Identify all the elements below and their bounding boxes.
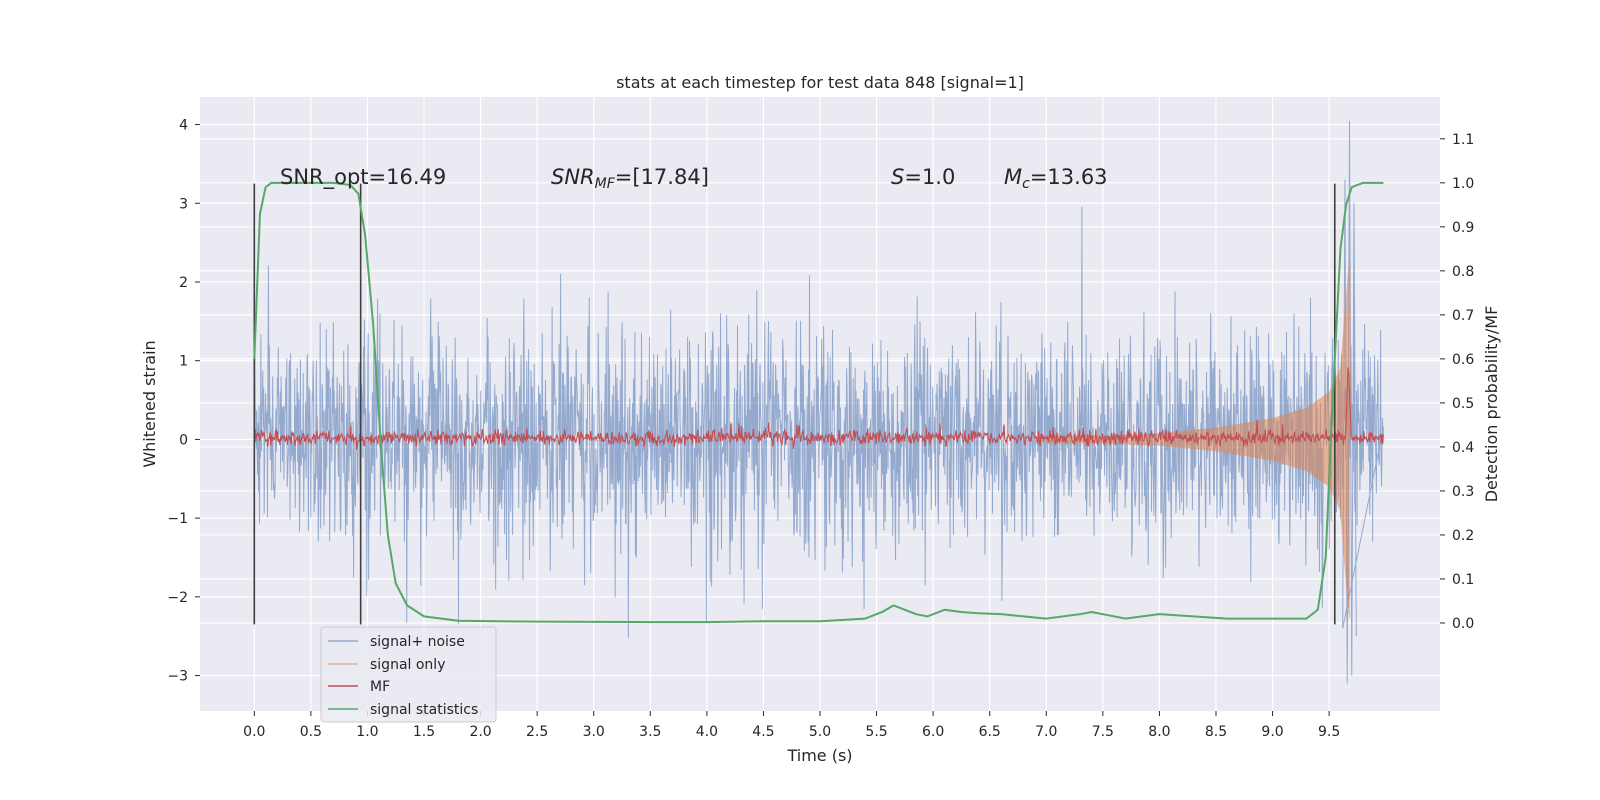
y-right-tick-label: 1.1 xyxy=(1452,132,1474,148)
x-tick-label: 8.5 xyxy=(1205,724,1227,740)
x-tick-label: 8.0 xyxy=(1148,724,1170,740)
x-tick-label: 7.0 xyxy=(1035,724,1057,740)
x-tick-label: 5.0 xyxy=(809,724,831,740)
x-tick-label: 2.0 xyxy=(469,724,491,740)
x-tick-label: 1.5 xyxy=(413,724,435,740)
y-left-tick-label: 0 xyxy=(179,432,188,448)
y-left-tick-label: −1 xyxy=(167,511,188,527)
x-tick-label: 6.0 xyxy=(922,724,944,740)
y-right-tick-label: 0.4 xyxy=(1452,440,1474,456)
y-axis-left-label: Whitened strain xyxy=(140,340,159,467)
x-tick-label: 7.5 xyxy=(1092,724,1114,740)
y-right-tick-label: 1.0 xyxy=(1452,176,1474,192)
data-layer xyxy=(253,120,1384,684)
y-left-tick-label: −2 xyxy=(167,590,188,606)
x-tick-label: 5.5 xyxy=(865,724,887,740)
legend: signal+ noise signal only MF signal stat… xyxy=(320,626,497,723)
y-right-tick-label: 0.3 xyxy=(1452,484,1474,500)
annotation-s-var: S xyxy=(891,165,904,189)
annotation-snr-mf: SNRMF=[17.84] xyxy=(551,165,709,192)
y-right-tick-label: 0.9 xyxy=(1452,220,1474,236)
x-tick-label: 4.5 xyxy=(752,724,774,740)
annotation-mc: Mc=13.63 xyxy=(1004,165,1108,192)
annotation-s-value: =1.0 xyxy=(904,165,955,189)
series-mf-line xyxy=(253,367,1384,450)
y-right-tick-label: 0.0 xyxy=(1452,616,1474,632)
x-axis-label: Time (s) xyxy=(786,746,852,765)
annotation-mc-value: =13.63 xyxy=(1030,165,1108,189)
x-tick-label: 3.0 xyxy=(583,724,605,740)
x-tick-label: 4.0 xyxy=(696,724,718,740)
y-left-tick-label: 3 xyxy=(179,196,188,212)
y-left-tick-label: 2 xyxy=(179,275,188,291)
legend-label-signal-only: signal only xyxy=(370,657,445,673)
annotation-snr-opt: SNR_opt=16.49 xyxy=(280,165,446,190)
y-right-tick-label: 0.2 xyxy=(1452,528,1474,544)
y-right-tick-label: 0.1 xyxy=(1452,572,1474,588)
chart-title: stats at each timestep for test data 848… xyxy=(616,73,1024,92)
y-left-tick-label: 4 xyxy=(179,118,188,134)
y-left-tick-label: 1 xyxy=(179,354,188,370)
legend-label-signal-statistics: signal statistics xyxy=(370,702,478,718)
x-tick-label: 0.5 xyxy=(300,724,322,740)
legend-frame xyxy=(320,626,497,723)
annotation-s: S=1.0 xyxy=(891,165,955,189)
y-right-tick-label: 0.8 xyxy=(1452,264,1474,280)
legend-label-signal-noise: signal+ noise xyxy=(370,634,465,650)
x-tick-label: 9.5 xyxy=(1318,724,1340,740)
y-right-tick-label: 0.6 xyxy=(1452,352,1474,368)
y-right-tick-label: 0.5 xyxy=(1452,396,1474,412)
axes: 0.0 0.5 1.0 1.5 2.0 2.5 3.0 3.5 4.0 4.5 5.0 5.5 6.0 6… xyxy=(167,118,1474,740)
y-right-tick-label: 0.7 xyxy=(1452,308,1474,324)
x-tick-label: 9.0 xyxy=(1261,724,1283,740)
y-left-tick-label: −3 xyxy=(167,669,188,685)
x-tick-label: 0.0 xyxy=(243,724,265,740)
series-signal-statistics-line xyxy=(253,181,1384,624)
x-tick-label: 2.5 xyxy=(526,724,548,740)
x-tick-label: 6.5 xyxy=(979,724,1001,740)
x-tick-label: 1.0 xyxy=(356,724,378,740)
y-axis-right-label: Detection probability/MF xyxy=(1482,306,1501,503)
legend-label-mf: MF xyxy=(370,679,390,695)
annotation-snr-mf-value: =[17.84] xyxy=(615,165,709,189)
annotation-mc-var: M xyxy=(1004,165,1022,189)
annotation-mc-sub: c xyxy=(1022,176,1030,192)
annotation-snr-mf-main: SNR xyxy=(551,165,595,189)
annotation-snr-mf-sub: MF xyxy=(595,176,616,192)
x-tick-label: 3.5 xyxy=(639,724,661,740)
